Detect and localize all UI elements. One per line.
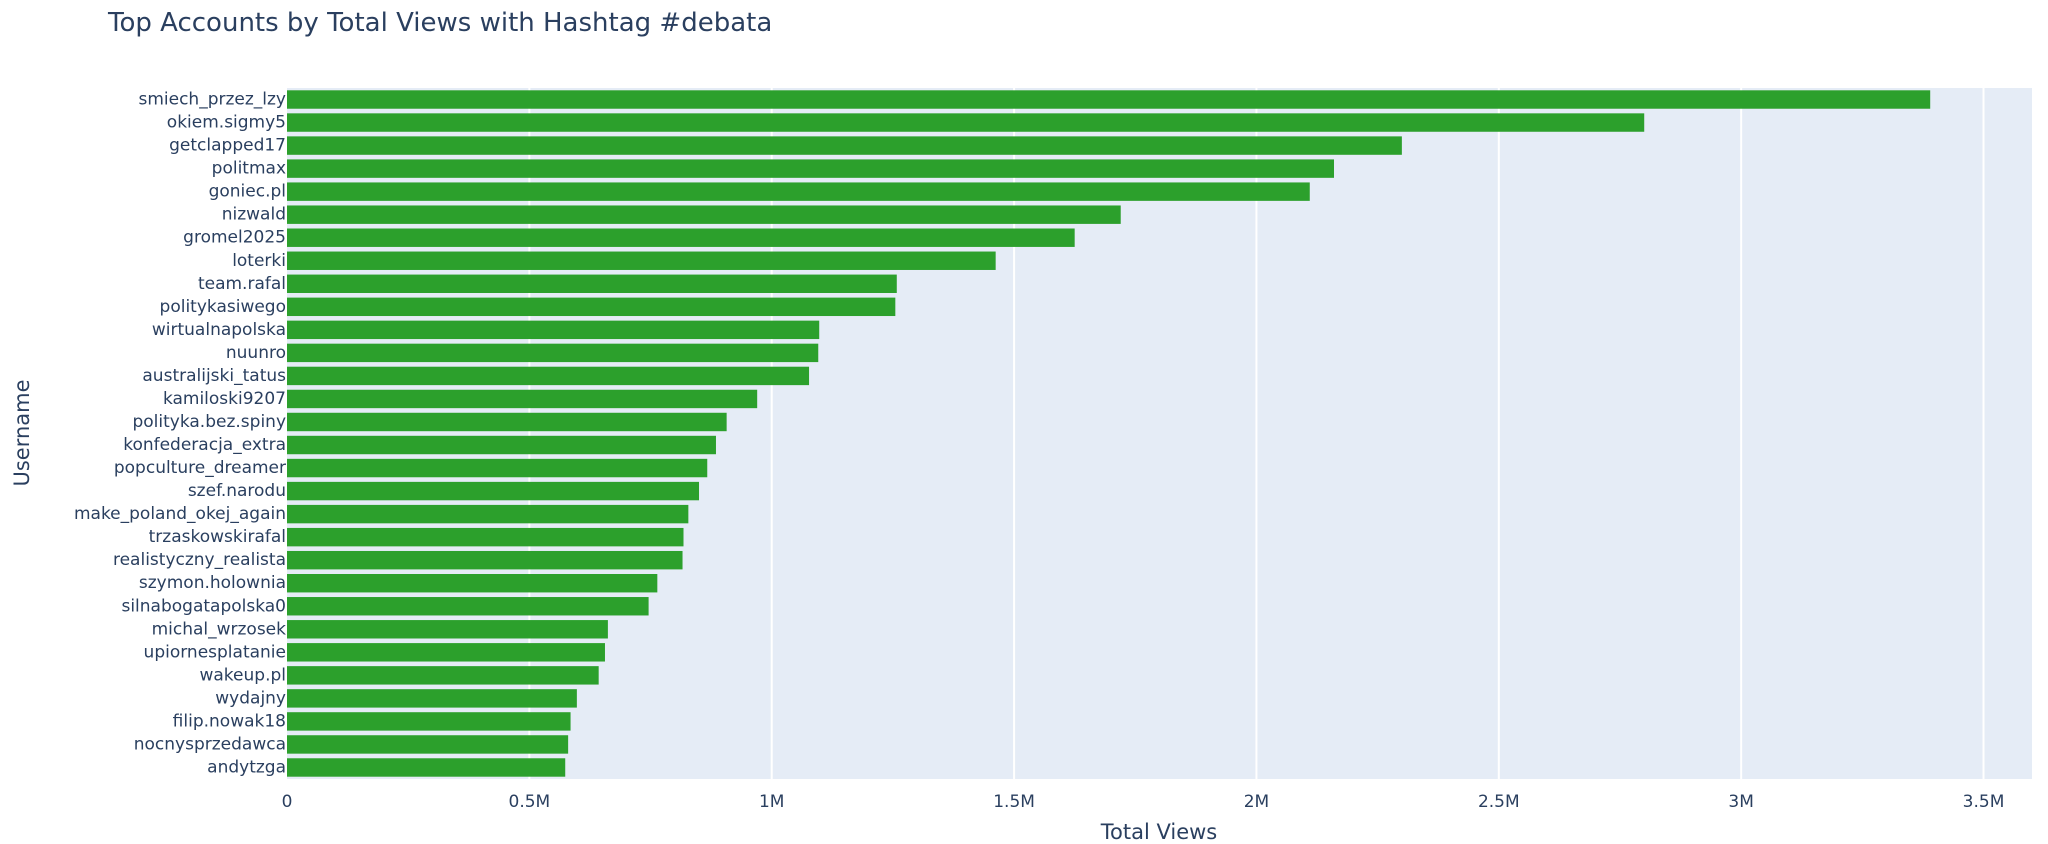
y-tick-label: make_poland_okej_again [74, 504, 286, 524]
y-tick-label: australijski_tatus [142, 366, 286, 386]
y-tick-label: kamiloski9207 [163, 389, 286, 409]
bar [287, 435, 716, 455]
y-tick-label: politmax [212, 159, 286, 179]
bar [287, 320, 820, 340]
y-tick-label: silnabogatapolska0 [121, 596, 286, 616]
bar [287, 689, 577, 708]
bar [287, 159, 1334, 178]
bar [287, 550, 683, 570]
bar [287, 412, 727, 432]
y-tick-label: getclapped17 [169, 136, 286, 156]
y-axis-tick-labels: smiech_przez_lzy okiem.sigmy5 getclapped17… [74, 90, 286, 778]
bar [287, 643, 605, 662]
y-tick-label: realistyczny_realista [113, 550, 286, 570]
x-tick-label: 0.5M [509, 792, 551, 812]
y-tick-label: wydajny [215, 688, 286, 708]
y-tick-label: polityka.bez.spiny [132, 412, 286, 432]
bar [287, 758, 566, 777]
x-tick-label: 3.5M [1963, 792, 2005, 812]
bars [287, 90, 1931, 777]
y-tick-label: nuunro [226, 343, 286, 363]
y-tick-label: politykasiwego [160, 297, 286, 317]
bar [287, 597, 649, 616]
y-tick-label: nocnysprzedawca [134, 734, 286, 754]
bar [287, 343, 819, 363]
bar [287, 205, 1121, 224]
y-tick-label: wakeup.pl [199, 665, 286, 685]
y-tick-label: team.rafal [198, 274, 286, 294]
chart-title: Top Accounts by Total Views with Hashtag… [107, 8, 772, 38]
y-tick-label: szymon.holownia [139, 573, 286, 593]
bar [287, 481, 700, 501]
bar [287, 366, 810, 386]
bar [287, 90, 1931, 109]
bar [287, 113, 1645, 132]
bar [287, 136, 1402, 155]
y-tick-label: andytzga [207, 757, 286, 777]
x-tick-label: 0 [282, 792, 293, 812]
y-tick-label: upiornesplatanie [144, 642, 286, 662]
bar [287, 574, 658, 593]
y-tick-label: goniec.pl [209, 182, 286, 202]
bar [287, 274, 897, 293]
x-tick-label: 3M [1728, 792, 1753, 812]
y-tick-label: loterki [232, 251, 286, 271]
x-tick-label: 2.5M [1478, 792, 1520, 812]
y-tick-label: filip.nowak18 [173, 711, 286, 731]
y-axis-title: Username [10, 379, 34, 486]
bar [287, 389, 758, 409]
bar [287, 620, 608, 639]
y-tick-label: gromel2025 [183, 228, 286, 248]
x-tick-label: 1.5M [993, 792, 1035, 812]
bar [287, 666, 599, 685]
y-tick-label: smiech_przez_lzy [138, 90, 286, 110]
x-tick-label: 2M [1244, 792, 1269, 812]
bar [287, 228, 1075, 247]
bar [287, 735, 569, 754]
x-axis-tick-labels: 0 0.5M 1M 1.5M 2M 2.5M 3M 3.5M [282, 792, 2005, 812]
y-tick-label: konfederacja_extra [123, 435, 286, 455]
y-tick-label: szef.narodu [188, 481, 286, 501]
y-tick-label: okiem.sigmy5 [167, 113, 286, 133]
x-axis-title: Total Views [1100, 820, 1218, 844]
y-tick-label: michal_wrzosek [152, 619, 287, 639]
bar [287, 297, 896, 317]
bar [287, 182, 1310, 201]
y-tick-label: trzaskowskirafal [149, 527, 286, 547]
y-tick-label: nizwald [222, 205, 286, 225]
gridlines [528, 88, 1985, 779]
y-tick-label: wirtualnapolska [152, 320, 286, 340]
bar [287, 458, 708, 478]
bar [287, 504, 689, 524]
bar [287, 527, 684, 547]
x-tick-label: 1M [759, 792, 784, 812]
bar [287, 712, 571, 731]
bar [287, 251, 996, 270]
y-tick-label: popculture_dreamer [114, 458, 286, 478]
